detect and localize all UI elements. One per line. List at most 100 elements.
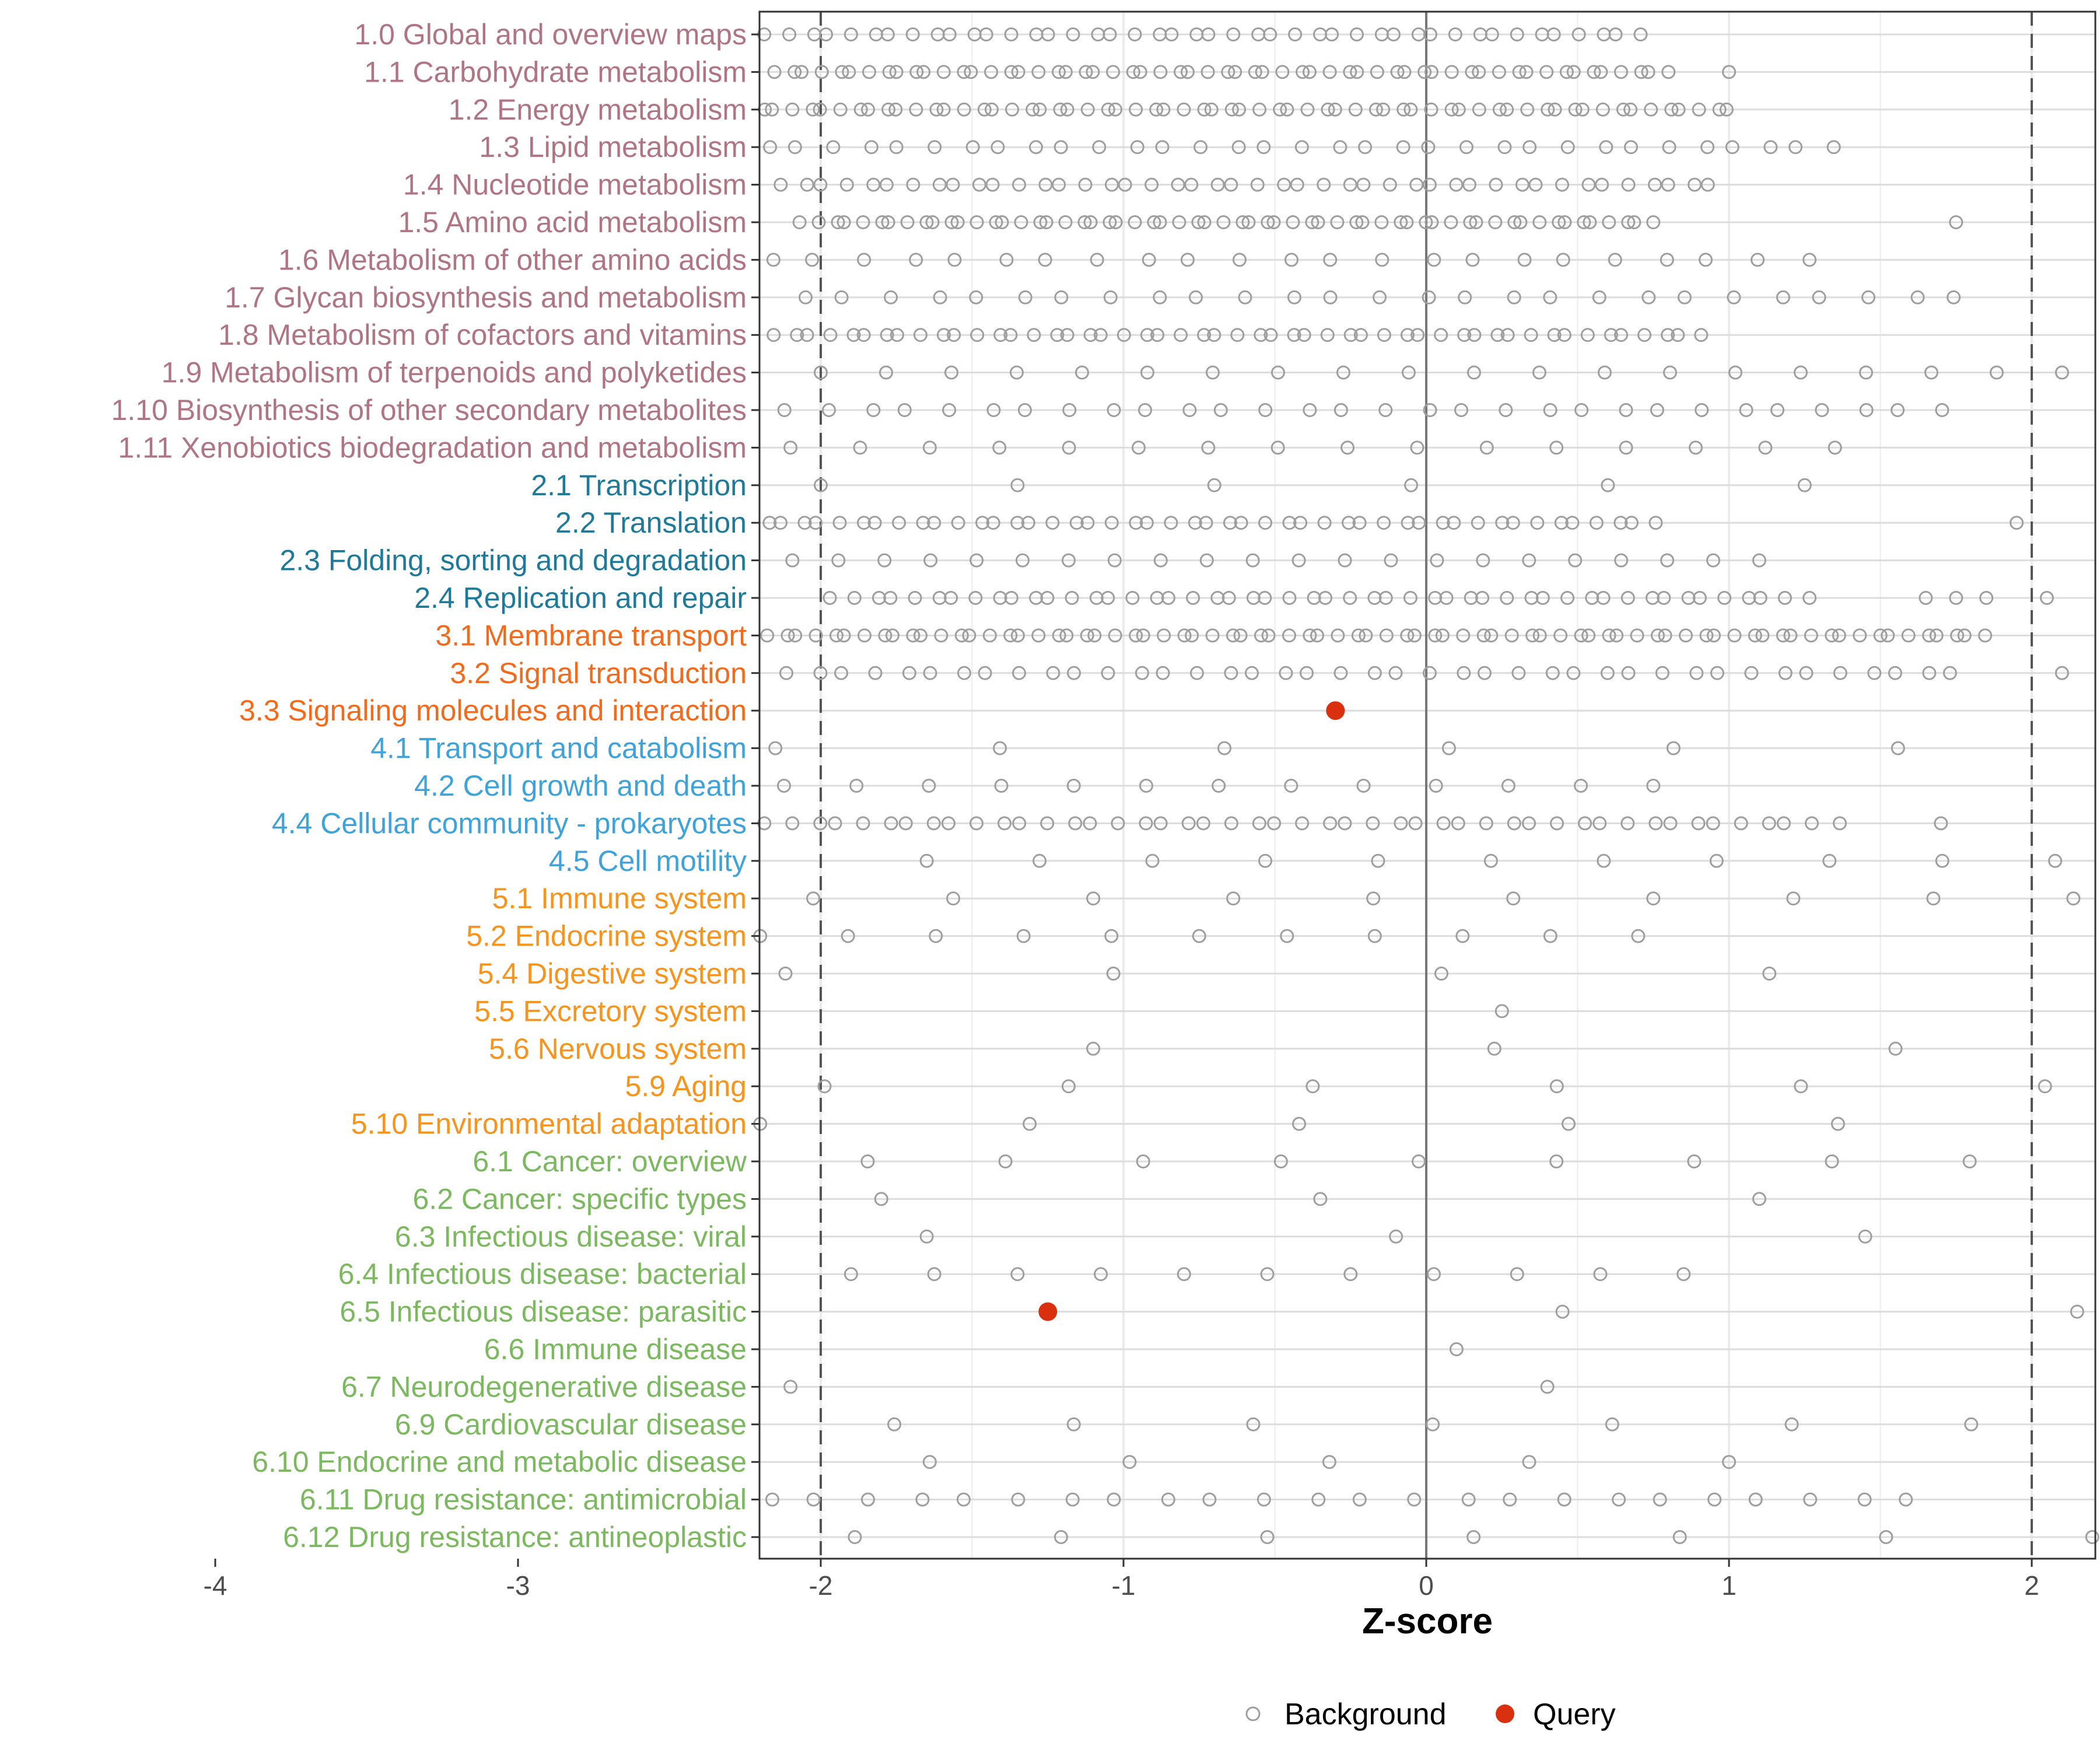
background-point (1725, 140, 1740, 155)
background-point (1238, 290, 1252, 304)
background-point (979, 27, 993, 41)
background-point (1116, 328, 1131, 342)
background-point (1424, 102, 1438, 117)
background-point (836, 628, 851, 643)
background-point (916, 65, 931, 79)
background-point (1572, 27, 1586, 41)
background-point (844, 27, 858, 41)
background-point (1776, 628, 1790, 643)
background-point (934, 628, 949, 643)
background-point (866, 177, 881, 192)
background-point (1700, 140, 1715, 155)
background-point (997, 816, 1012, 831)
background-point (1139, 779, 1153, 793)
background-point (1086, 65, 1100, 79)
background-point (1107, 1492, 1121, 1507)
background-point (909, 102, 923, 117)
background-point (872, 591, 886, 605)
background-point (1111, 816, 1125, 831)
background-point (1451, 102, 1466, 117)
background-point (1784, 1417, 1799, 1432)
background-point (1103, 290, 1118, 304)
background-point (1858, 1229, 1873, 1244)
background-point (763, 140, 778, 155)
background-point (1279, 666, 1293, 680)
background-point (1465, 65, 1479, 79)
background-point (1197, 215, 1212, 229)
background-point (1052, 177, 1066, 192)
background-point (1412, 1154, 1426, 1168)
background-point (1244, 666, 1259, 680)
background-point (892, 516, 907, 530)
background-point (817, 1079, 832, 1094)
background-point (1060, 102, 1074, 117)
background-point (1394, 215, 1408, 229)
background-point (1140, 328, 1154, 342)
background-point (853, 102, 868, 117)
background-point (1947, 290, 1961, 304)
background-point (848, 1530, 862, 1544)
background-point (1631, 929, 1646, 943)
background-point (814, 65, 829, 79)
background-point (1614, 516, 1628, 530)
background-point (1962, 1154, 1977, 1168)
background-point (1336, 365, 1350, 380)
background-point (846, 328, 861, 342)
background-point (785, 816, 800, 831)
background-point (1305, 215, 1320, 229)
background-point (1503, 1492, 1517, 1507)
category-label: 2.4 Replication and repair (414, 582, 747, 614)
background-point (1471, 516, 1485, 530)
background-point (1277, 177, 1292, 192)
background-point (1089, 591, 1104, 605)
background-point (1499, 403, 1513, 417)
background-point (1630, 628, 1644, 643)
background-point (1666, 741, 1681, 755)
background-point (1303, 628, 1317, 643)
background-point (1061, 553, 1076, 568)
background-point (1087, 628, 1102, 643)
background-point (1210, 177, 1225, 192)
background-point (1484, 628, 1499, 643)
background-point (1803, 1492, 1818, 1507)
background-point (1609, 628, 1624, 643)
background-point (1107, 553, 1122, 568)
background-point (898, 816, 913, 831)
background-point (1210, 591, 1225, 605)
background-point (1532, 365, 1546, 380)
background-point (1069, 516, 1084, 530)
background-point (1104, 929, 1119, 943)
background-point (1698, 253, 1713, 267)
background-point (1368, 102, 1383, 117)
background-point (1419, 215, 1433, 229)
background-point (1311, 215, 1325, 229)
background-point (1430, 553, 1444, 568)
background-point (932, 177, 947, 192)
background-point (1213, 403, 1228, 417)
background-point (1196, 816, 1210, 831)
background-point (1288, 27, 1303, 41)
background-point (1224, 666, 1238, 680)
category-label: 5.1 Immune system (492, 882, 747, 915)
background-point (1832, 816, 1847, 831)
background-point (986, 403, 1001, 417)
background-point (1252, 816, 1266, 831)
background-point (1199, 553, 1214, 568)
background-point (916, 516, 930, 530)
background-point (1246, 1417, 1261, 1432)
background-point (1575, 102, 1590, 117)
background-point (1553, 628, 1568, 643)
background-point (1307, 591, 1321, 605)
background-point (1054, 290, 1069, 304)
background-point (1375, 253, 1390, 267)
background-point (1058, 215, 1073, 229)
background-point (1532, 215, 1547, 229)
background-point (1264, 328, 1278, 342)
background-point (780, 628, 795, 643)
category-label: 5.2 Endocrine system (466, 920, 747, 953)
background-point (1128, 27, 1142, 41)
background-point (992, 440, 1007, 455)
background-point (1422, 290, 1436, 304)
background-point (1978, 628, 1993, 643)
background-point (1080, 516, 1095, 530)
